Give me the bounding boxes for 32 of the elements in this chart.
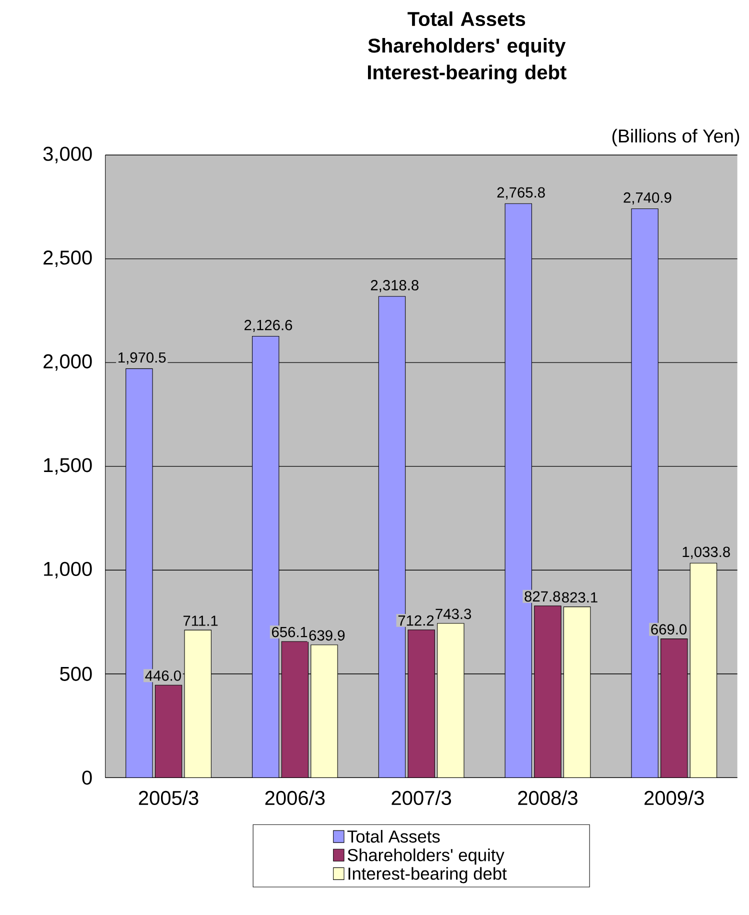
y-tick-label: 2,000 bbox=[44, 354, 92, 371]
data-label: 827.8 bbox=[524, 591, 560, 602]
data-label: 743.3 bbox=[436, 608, 472, 620]
y-tick-label: 1,000 bbox=[44, 562, 92, 578]
data-label: 2,740.9 bbox=[624, 192, 672, 205]
y-tick-label: 0 bbox=[82, 770, 92, 785]
data-label: 2,318.8 bbox=[370, 280, 418, 292]
chart-title: Total Assets Shareholders' equity Interest-bearing debt bbox=[368, 11, 566, 84]
data-label: 2,126.6 bbox=[244, 320, 292, 332]
data-label: 711.1 bbox=[183, 616, 218, 626]
legend-label: Shareholders' equity bbox=[348, 848, 504, 865]
x-tick-label: 2005/3 bbox=[138, 790, 198, 806]
x-tick-label: 2009/3 bbox=[644, 790, 704, 806]
y-tick-label: 500 bbox=[60, 666, 92, 681]
y-tick-label: 1,500 bbox=[44, 458, 92, 475]
text: (Billions of Yen) bbox=[612, 128, 740, 146]
y-tick-label: 3,000 bbox=[43, 146, 92, 164]
data-label: 712.2 bbox=[398, 615, 434, 626]
data-label: 656.1 bbox=[272, 626, 308, 638]
data-label: 446.0 bbox=[145, 670, 181, 681]
x-tick-label: 2007/3 bbox=[392, 790, 452, 806]
x-tick-label: 2008/3 bbox=[518, 790, 578, 806]
legend-label: Total Assets bbox=[347, 830, 440, 843]
x-tick-label: 2006/3 bbox=[265, 790, 325, 806]
data-label: 823.1 bbox=[562, 592, 598, 603]
legend-label: Interest-bearing debt bbox=[348, 867, 507, 884]
data-label: 1,033.8 bbox=[682, 546, 730, 559]
data-label: 669.0 bbox=[651, 624, 687, 635]
data-label: 2,765.8 bbox=[497, 187, 545, 200]
data-label: 639.9 bbox=[309, 630, 345, 641]
y-tick-label: 2,500 bbox=[44, 250, 92, 268]
data-label: 1,970.5 bbox=[118, 352, 166, 364]
